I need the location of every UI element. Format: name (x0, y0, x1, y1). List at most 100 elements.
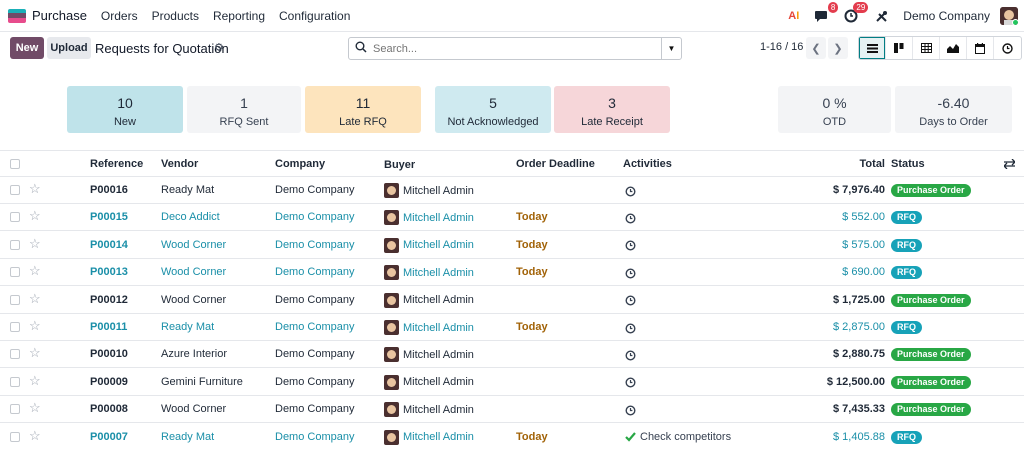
activity-clock-icon[interactable] (625, 341, 636, 368)
menu-orders[interactable]: Orders (100, 8, 138, 23)
row-checkbox[interactable] (10, 185, 20, 195)
priority-star-icon[interactable]: ☆ (29, 400, 41, 416)
priority-star-icon[interactable]: ☆ (29, 181, 41, 196)
company: Demo Company (275, 403, 355, 416)
activity-clock-icon[interactable] (625, 314, 636, 341)
kpi-value: 5 (489, 95, 497, 111)
priority-star-icon[interactable]: ☆ (29, 345, 41, 361)
menu-products[interactable]: Products (151, 8, 199, 23)
priority-star-icon[interactable]: ☆ (29, 427, 41, 443)
activity-clock-icon[interactable] (625, 177, 636, 204)
next-page-button[interactable]: ❯ (828, 37, 848, 59)
row-checkbox[interactable] (10, 239, 20, 250)
column-reference[interactable]: Reference (90, 158, 144, 170)
table-row[interactable]: ☆ P00008 Wood Corner Demo Company Mitchell A… (0, 396, 1024, 424)
vendor: Ready Mat (161, 184, 215, 196)
gear-icon[interactable]: ⚙ (214, 42, 224, 54)
row-checkbox[interactable] (10, 267, 20, 278)
menu-reporting[interactable]: Reporting (212, 8, 265, 23)
select-all-checkbox[interactable] (10, 159, 20, 169)
company: Demo Company (275, 266, 355, 279)
order-deadline: Today (516, 266, 548, 279)
purchase-app-icon[interactable] (8, 8, 26, 23)
buyer-name: Mitchell Admin (403, 294, 474, 307)
row-checkbox[interactable] (10, 376, 20, 387)
checkmark-icon (625, 432, 636, 442)
vendor: Wood Corner (161, 266, 227, 279)
company-switcher[interactable]: Demo Company (903, 9, 990, 23)
priority-star-icon[interactable]: ☆ (29, 372, 41, 388)
list-view-button[interactable] (859, 37, 886, 59)
row-checkbox[interactable] (10, 404, 20, 415)
app-name[interactable]: Purchase (32, 8, 87, 23)
company: Demo Company (275, 321, 355, 333)
calendar-view-button[interactable] (967, 37, 994, 59)
row-checkbox[interactable] (10, 322, 20, 332)
status-badge: RFQ (891, 238, 922, 252)
total: $ 12,500.00 (826, 375, 885, 388)
buyer-name: Mitchell Admin (403, 431, 474, 444)
table-row[interactable]: ☆ P00015 Deco Addict Demo Company Mitchell A… (0, 204, 1024, 232)
column-vendor[interactable]: Vendor (161, 158, 199, 170)
column-status[interactable]: Status (891, 158, 925, 170)
priority-star-icon[interactable]: ☆ (29, 290, 41, 306)
priority-star-icon[interactable]: ☆ (29, 208, 41, 224)
menu-configuration[interactable]: Configuration (279, 8, 351, 23)
vendor: Ready Mat (161, 430, 215, 443)
company: Demo Company (275, 211, 355, 224)
priority-star-icon[interactable]: ☆ (29, 263, 41, 279)
previous-page-button[interactable]: ❮ (806, 37, 826, 59)
activity-clock-icon[interactable] (625, 396, 636, 423)
table-row[interactable]: ☆ P00011 Ready Mat Demo Company Mitchell Adm… (0, 314, 1024, 341)
search-input[interactable] (373, 39, 661, 58)
column-activities[interactable]: Activities (623, 158, 672, 170)
table-row[interactable]: ☆ P00012 Wood Corner Demo Company Mitchell A… (0, 287, 1024, 314)
table-row[interactable]: ☆ P00009 Gemini Furniture Demo Company Mitch… (0, 369, 1024, 396)
activity-view-button[interactable] (994, 37, 1021, 59)
row-checkbox[interactable] (10, 294, 20, 305)
activity-clock-icon[interactable] (625, 287, 636, 314)
kpi-late-rfq[interactable]: 11 Late RFQ (305, 86, 421, 133)
row-checkbox[interactable] (10, 431, 20, 442)
priority-star-icon[interactable]: ☆ (29, 235, 41, 251)
activity-clock-icon[interactable] (625, 369, 636, 396)
table-row[interactable]: ☆ P00007 Ready Mat Demo Company Mitchell Adm… (0, 424, 1024, 450)
kanban-view-button[interactable] (886, 37, 913, 59)
column-total[interactable]: Total (859, 158, 885, 170)
activity-clock-icon[interactable]: 29 (843, 2, 869, 24)
column-company[interactable]: Company (275, 158, 326, 170)
optional-columns-toggle-icon[interactable] (1003, 151, 1016, 178)
graph-view-button[interactable] (940, 37, 967, 59)
pivot-view-button[interactable] (913, 37, 940, 59)
buyer-name: Mitchell Admin (403, 211, 474, 224)
user-avatar[interactable] (1000, 7, 1018, 25)
search-box: ▼ (348, 37, 682, 60)
table-row[interactable]: ☆ P00010 Azure Interior Demo Company Mitchel… (0, 341, 1024, 369)
search-options-toggle[interactable]: ▼ (661, 38, 681, 59)
buyer-avatar (384, 374, 399, 390)
priority-star-icon[interactable]: ☆ (29, 318, 41, 333)
kpi-new[interactable]: 10 New (67, 86, 183, 133)
row-checkbox[interactable] (10, 212, 20, 223)
kpi-value: 10 (117, 95, 133, 111)
kpi-not-acknowledged[interactable]: 5 Not Acknowledged (435, 86, 551, 133)
column-order-deadline[interactable]: Order Deadline (516, 158, 595, 170)
new-button[interactable]: New (10, 37, 44, 59)
tools-icon[interactable] (873, 8, 889, 24)
table-row[interactable]: ☆ P00016 Ready Mat Demo Company Mitchell Adm… (0, 177, 1024, 204)
table-row[interactable]: ☆ P00013 Wood Corner Demo Company Mitchell A… (0, 259, 1024, 287)
activity-clock-icon[interactable] (625, 204, 636, 231)
ai-icon[interactable]: AI (788, 10, 800, 22)
row-checkbox[interactable] (10, 349, 20, 360)
kpi-otd: 0 % OTD (778, 86, 891, 133)
activity-clock-icon[interactable] (625, 259, 636, 286)
chat-icon[interactable]: 8 (813, 2, 839, 24)
activity[interactable]: Check competitors (625, 424, 731, 450)
column-buyer[interactable]: Buyer (384, 158, 416, 171)
pager-value[interactable]: 1-16 / 16 (760, 41, 804, 53)
table-row[interactable]: ☆ P00014 Wood Corner Demo Company Mitchell A… (0, 232, 1024, 259)
activity-clock-icon[interactable] (625, 232, 636, 259)
upload-button[interactable]: Upload (47, 37, 91, 59)
kpi-rfq-sent[interactable]: 1 RFQ Sent (187, 86, 301, 133)
kpi-late-receipt[interactable]: 3 Late Receipt (554, 86, 670, 133)
